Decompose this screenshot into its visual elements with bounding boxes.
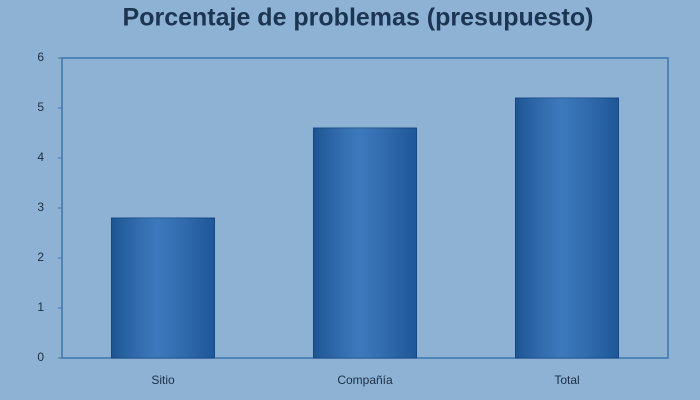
chart-title: Porcentaje de problemas (presupuesto) [123, 4, 594, 32]
bar-shade [515, 98, 619, 358]
y-tick-label: 1 [37, 300, 44, 314]
y-tick-label: 6 [37, 50, 44, 64]
y-tick-label: 0 [37, 350, 44, 364]
bar-shade [111, 218, 215, 358]
y-tick-label: 2 [37, 250, 44, 264]
x-tick-label: Total [554, 373, 579, 387]
y-tick-label: 3 [37, 200, 44, 214]
x-tick-label: Sitio [151, 373, 175, 387]
y-tick-label: 4 [37, 150, 44, 164]
y-tick-label: 5 [37, 100, 44, 114]
x-tick-label: Compañía [337, 373, 393, 387]
bar-shade [313, 128, 417, 358]
